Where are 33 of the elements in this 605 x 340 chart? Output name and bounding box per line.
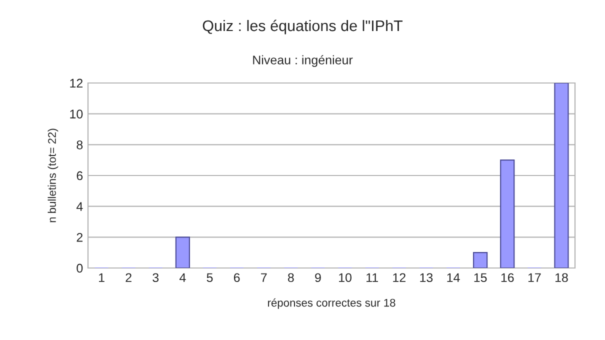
chart-title: Quiz : les équations de l"IPhT — [202, 20, 403, 34]
chart-subtitle: Niveau : ingénieur — [253, 55, 353, 67]
y-tick-label: 0 — [76, 264, 83, 273]
x-axis-title: réponses correctes sur 18 — [268, 298, 396, 309]
x-tick-label: 8 — [288, 273, 294, 282]
x-tick-label: 11 — [366, 273, 378, 282]
x-tick-label: 2 — [126, 273, 132, 282]
y-tick-label: 10 — [70, 110, 83, 118]
y-tick-label: 4 — [76, 202, 83, 211]
y-tick-label: 8 — [76, 140, 83, 150]
bar — [175, 236, 190, 268]
x-tick-label: 17 — [528, 273, 541, 282]
y-tick-label: 2 — [76, 232, 83, 242]
x-tick-label: 1 — [99, 273, 104, 282]
x-tick-label: 15 — [474, 273, 487, 282]
bar — [500, 160, 515, 268]
y-axis-title: n bulletins (tot= 22) — [48, 128, 58, 222]
x-tick-label: 18 — [555, 273, 568, 282]
x-tick-label: 5 — [206, 273, 213, 282]
x-tick-label: 14 — [447, 273, 460, 282]
x-tick-label: 13 — [420, 273, 433, 282]
x-tick-label: 6 — [234, 273, 240, 282]
x-tick-label: 12 — [393, 273, 406, 282]
x-tick-label: 3 — [152, 273, 159, 282]
x-tick-label: 16 — [501, 273, 514, 282]
bar — [472, 252, 488, 268]
y-tick-label: 6 — [76, 171, 83, 180]
y-tick-label: 12 — [70, 78, 83, 88]
bar — [554, 83, 569, 268]
x-tick-label: 4 — [180, 273, 186, 282]
x-tick-label: 10 — [339, 273, 352, 282]
x-tick-label: 7 — [261, 273, 267, 282]
x-tick-label: 9 — [315, 273, 321, 282]
